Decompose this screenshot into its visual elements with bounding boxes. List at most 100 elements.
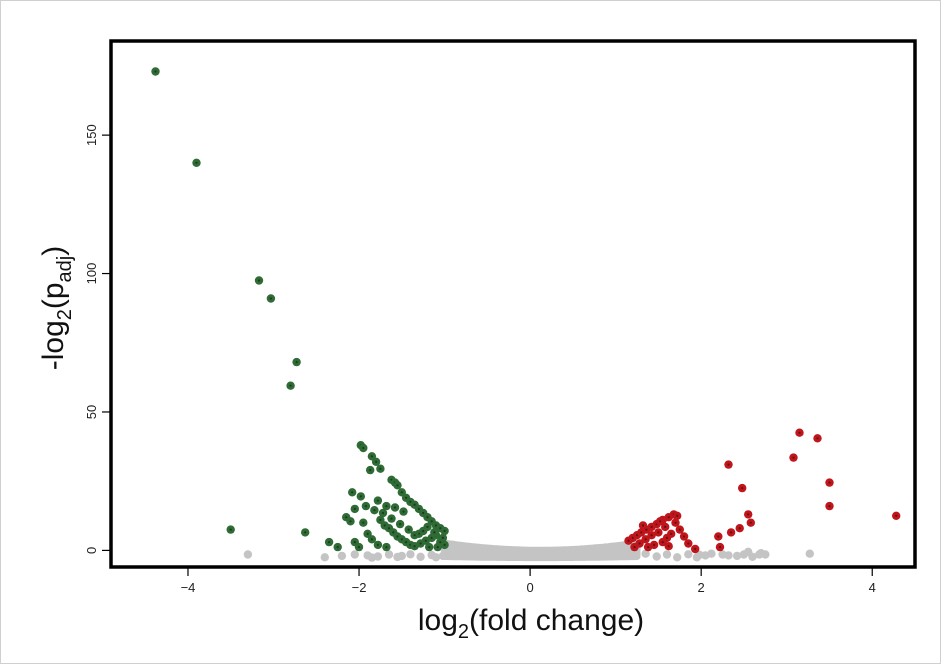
up-point-center (635, 534, 639, 537)
down-point-center (417, 507, 420, 510)
ns-point (756, 549, 766, 558)
up-point-center (647, 546, 650, 549)
up-point-center (644, 538, 647, 541)
down-point-center (396, 535, 399, 538)
x-tick-label: −4 (181, 580, 196, 595)
ns-point (393, 552, 402, 562)
down-point-center (385, 505, 388, 508)
down-point-center (379, 467, 382, 470)
up-point-center (633, 546, 636, 549)
ns-point (444, 549, 454, 558)
ns-point (684, 550, 693, 559)
down-point-center (428, 546, 431, 549)
up-point-center (664, 525, 667, 529)
down-point-center (422, 511, 425, 515)
up-point-center (828, 505, 831, 508)
x-tick-label: −2 (352, 580, 367, 595)
up-point-center (738, 527, 741, 530)
down-point-center (426, 516, 429, 519)
down-point-center (441, 536, 444, 540)
down-point-center (379, 518, 382, 522)
up-point-center (816, 437, 819, 440)
down-point-center (295, 361, 298, 364)
ns-point (732, 551, 742, 561)
down-point-center (195, 161, 198, 164)
down-point-center (433, 531, 436, 534)
ns-point (641, 549, 650, 558)
down-point-center (351, 491, 354, 494)
up-point-center (895, 514, 898, 517)
down-point-center (399, 523, 402, 526)
down-point-center (413, 545, 416, 548)
up-point-center (683, 535, 686, 538)
down-point-center (396, 484, 399, 487)
x-axis-ticks: −4 −2 0 2 4 (181, 567, 876, 595)
ns-point (406, 550, 415, 559)
up-point-center (676, 514, 679, 517)
up-point-center (667, 516, 670, 519)
ns-point (431, 553, 441, 562)
up-point-center (741, 487, 744, 490)
up-point-center (828, 481, 831, 484)
up-point-center (730, 531, 733, 534)
down-point-center (413, 503, 416, 506)
down-point-center (426, 525, 429, 529)
up-point-center (798, 431, 801, 434)
up-point-center (661, 541, 664, 544)
down-point-center (345, 516, 348, 519)
x-axis-label: log2(fold change) (418, 604, 644, 643)
y-axis-ticks: 0 50 100 150 (84, 124, 111, 554)
ns-point (695, 550, 704, 559)
down-point-center (430, 520, 433, 523)
down-point-center (359, 495, 362, 498)
up-point-center (718, 546, 722, 549)
down-point-center (370, 538, 373, 541)
up-point-center (678, 528, 681, 531)
up-point-center (694, 547, 697, 551)
down-point-center (289, 384, 292, 387)
up-point-center (792, 456, 795, 459)
up-point-center (645, 528, 648, 531)
up-point-center (747, 513, 750, 516)
down-point-center (393, 506, 397, 509)
ns-point (416, 552, 425, 561)
down-point-center (366, 532, 369, 535)
down-point-center (154, 70, 157, 73)
up-point-center (717, 535, 720, 538)
down-point-center (434, 524, 438, 527)
non-significant-cloud (441, 539, 641, 562)
down-point-center (257, 279, 261, 282)
ns-point (367, 553, 377, 562)
up-point-center (665, 536, 669, 540)
up-point-center (657, 531, 660, 534)
down-point-center (405, 496, 408, 499)
ns-point (652, 552, 661, 561)
up-point-center (650, 525, 653, 529)
down-point-center (370, 455, 373, 458)
ns-point (243, 550, 253, 559)
down-point-center (424, 539, 427, 542)
down-point-center (304, 531, 307, 534)
down-point-center (419, 542, 422, 545)
down-point-center (373, 509, 376, 512)
down-point-center (413, 534, 416, 537)
down-point-center (375, 460, 378, 463)
ns-point (320, 553, 329, 562)
up-point-center (631, 536, 634, 540)
down-point-center (385, 546, 388, 549)
up-point-center (659, 520, 662, 523)
down-point-center (353, 507, 356, 510)
up-point-center (674, 521, 677, 524)
ns-point (350, 550, 359, 559)
up-point-center (638, 542, 641, 545)
y-tick-label: 150 (84, 124, 99, 146)
down-point-center (336, 546, 339, 549)
ns-point (337, 551, 347, 561)
down-point-center (443, 543, 446, 547)
ns-point (384, 550, 394, 559)
down-point-center (349, 520, 352, 523)
y-tick-label: 50 (84, 405, 99, 419)
down-point-center (407, 528, 410, 531)
down-point-center (362, 446, 365, 450)
down-point-center (387, 527, 391, 530)
